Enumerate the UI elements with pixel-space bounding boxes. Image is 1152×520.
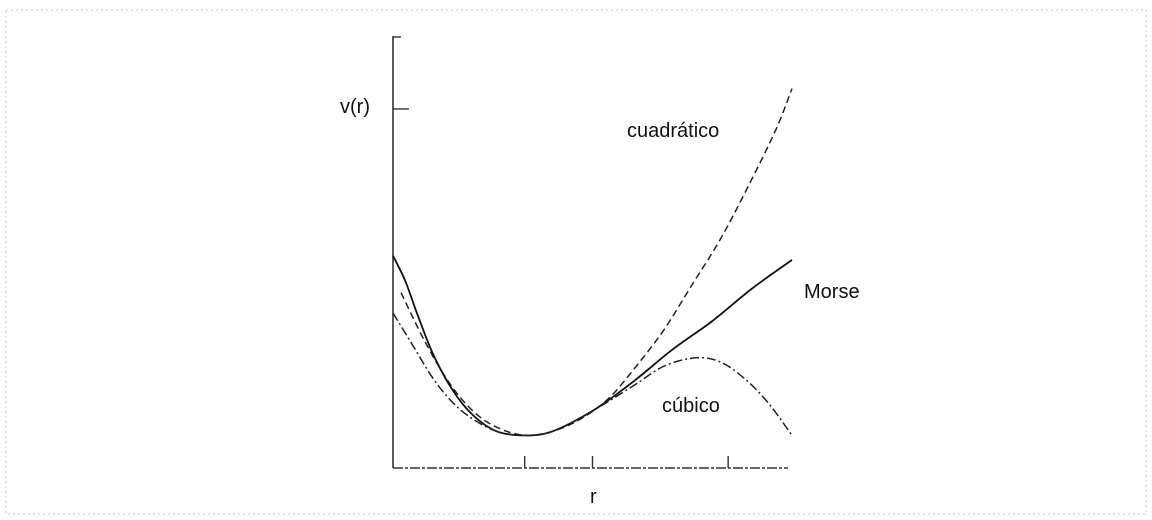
outer-border xyxy=(5,9,1147,515)
series-line-2 xyxy=(392,312,793,437)
series-layer xyxy=(392,88,793,437)
x-axis-label: r xyxy=(590,486,597,508)
x-ticks xyxy=(523,456,729,468)
series-line-0 xyxy=(400,88,793,437)
series-label-cubico: cúbico xyxy=(662,395,720,417)
series-label-morse: Morse xyxy=(804,281,860,303)
series-line-1 xyxy=(392,255,793,437)
y-axis-label: v(r) xyxy=(340,96,370,118)
series-label-cuadratico: cuadrático xyxy=(627,120,719,142)
